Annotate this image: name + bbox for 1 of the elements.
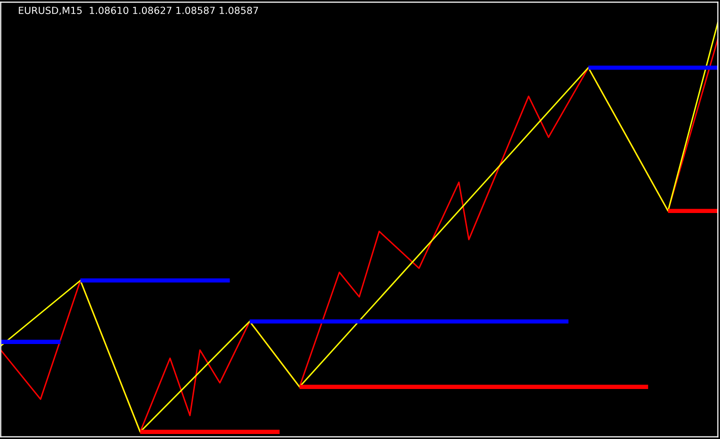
chart-title: EURUSD,M15 1.08610 1.08627 1.08587 1.08587	[18, 6, 258, 16]
